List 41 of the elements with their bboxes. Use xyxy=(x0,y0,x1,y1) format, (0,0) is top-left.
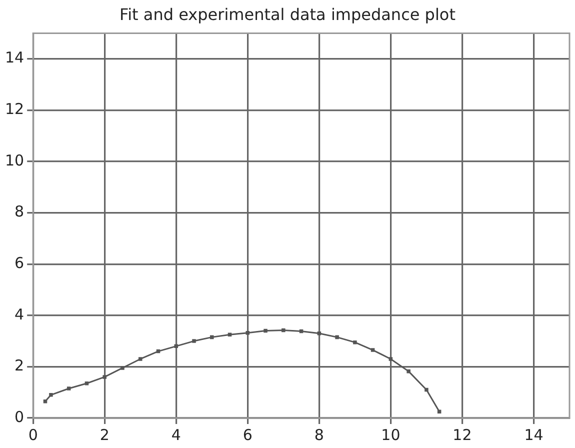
point xyxy=(264,328,268,333)
point xyxy=(246,330,250,335)
point xyxy=(388,357,393,361)
y-tick-label: 14 xyxy=(4,48,24,67)
x-tick-label: 0 xyxy=(28,426,38,444)
x-tick-label: 14 xyxy=(524,426,544,444)
point xyxy=(43,399,48,404)
point xyxy=(192,339,196,343)
point xyxy=(370,348,375,352)
point xyxy=(138,357,142,361)
point xyxy=(317,331,322,336)
y-tick-label: 8 xyxy=(14,202,24,221)
point xyxy=(335,335,339,340)
point xyxy=(156,349,160,354)
point xyxy=(299,329,304,334)
x-tick-label: 8 xyxy=(314,426,324,444)
x-tick-label: 10 xyxy=(381,426,400,444)
point xyxy=(353,340,357,344)
point xyxy=(424,388,428,392)
point xyxy=(406,369,410,374)
chart-title: Fit and experimental data impedance plot xyxy=(120,4,456,24)
point xyxy=(49,393,53,397)
x-tick-label: 6 xyxy=(242,426,252,444)
point xyxy=(102,375,106,379)
point xyxy=(210,335,214,340)
x-tick-label: 12 xyxy=(452,426,472,444)
point xyxy=(437,410,442,414)
y-tick-label: 6 xyxy=(14,254,24,272)
point xyxy=(84,381,89,386)
y-tick-label: 0 xyxy=(14,408,24,426)
point xyxy=(228,332,232,337)
point xyxy=(174,344,178,348)
y-tick-label: 4 xyxy=(14,305,24,324)
point xyxy=(120,366,124,370)
y-tick-label: 12 xyxy=(4,100,24,118)
point xyxy=(282,328,286,332)
point xyxy=(66,386,71,390)
x-tick-label: 2 xyxy=(100,426,110,444)
y-tick-label: 2 xyxy=(14,356,24,375)
y-tick-label: 10 xyxy=(4,151,24,170)
x-tick-label: 4 xyxy=(171,426,181,444)
